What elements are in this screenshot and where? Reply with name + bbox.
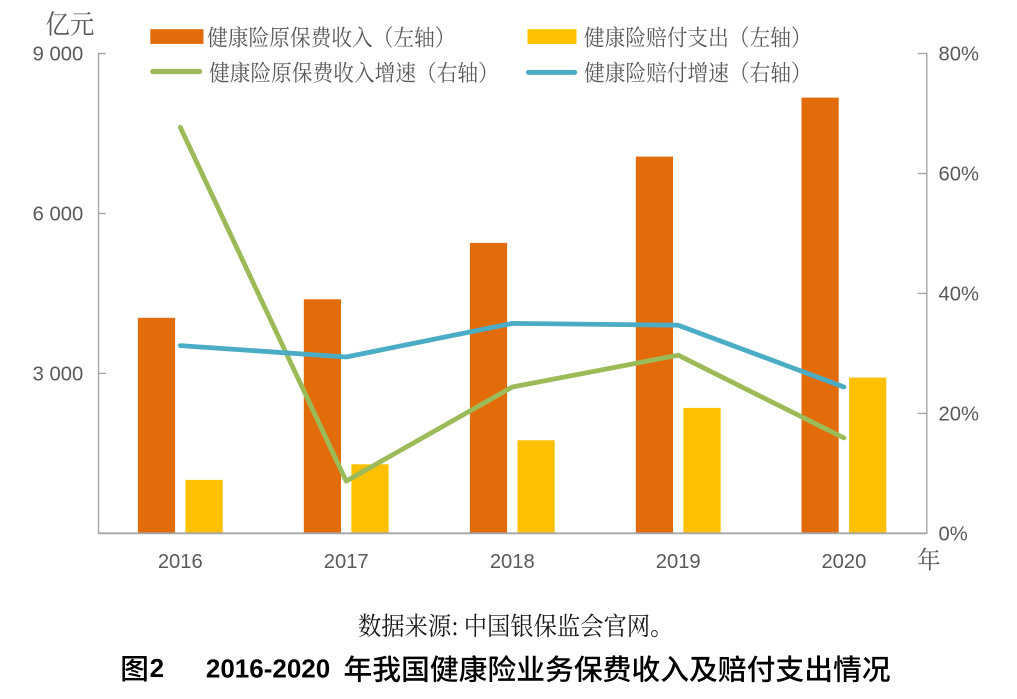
svg-text:0%: 0%: [939, 524, 968, 546]
svg-text:40%: 40%: [939, 284, 979, 306]
svg-text:80%: 80%: [939, 44, 979, 66]
svg-text:20%: 20%: [939, 404, 979, 426]
svg-text:9 000: 9 000: [33, 44, 84, 66]
svg-text:2019: 2019: [656, 551, 701, 573]
svg-text:60%: 60%: [939, 164, 979, 186]
svg-text:2020: 2020: [821, 551, 866, 573]
svg-text:3 000: 3 000: [33, 364, 84, 386]
svg-text:2016: 2016: [158, 551, 203, 573]
svg-text:2016-2020: 2016-2020: [206, 653, 330, 683]
svg-text:2017: 2017: [324, 551, 369, 573]
svg-text:2: 2: [150, 653, 164, 683]
svg-text:6 000: 6 000: [33, 204, 84, 226]
svg-text:2018: 2018: [490, 551, 535, 573]
